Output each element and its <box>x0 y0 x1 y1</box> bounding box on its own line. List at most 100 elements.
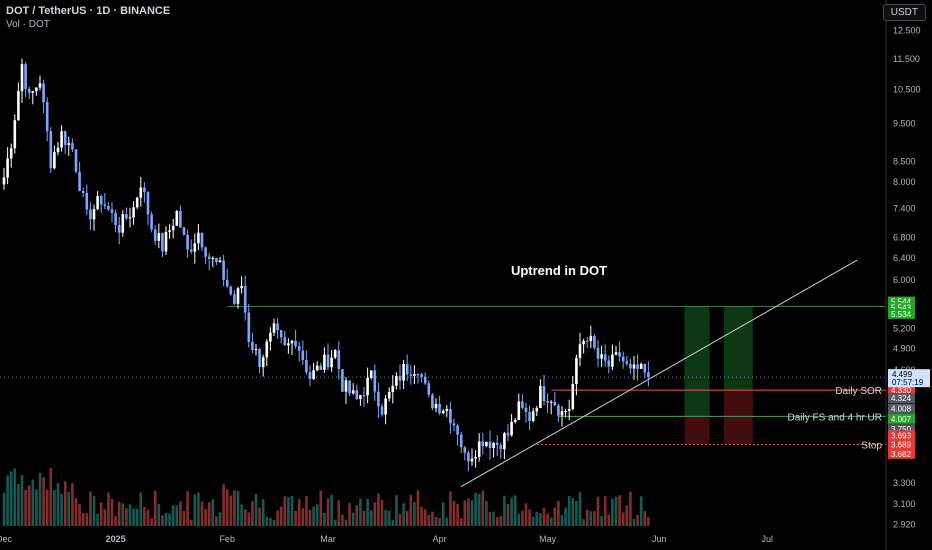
candle-body <box>63 131 67 146</box>
time-axis[interactable]: Dec 2025 Feb Mar Apr May Jun Jul <box>0 534 773 544</box>
volume-bar <box>107 492 110 526</box>
volume-bar <box>639 496 643 526</box>
price-tag-text: 3.750 <box>891 425 912 434</box>
volume-bar <box>186 491 189 526</box>
candle-body <box>571 384 575 410</box>
volume-bar <box>611 498 614 526</box>
candle-body <box>114 212 117 226</box>
volume-bar <box>510 498 513 526</box>
volume-bar <box>135 508 139 526</box>
candle-body <box>513 420 517 422</box>
candle-body <box>557 405 560 416</box>
candle-body <box>175 210 179 226</box>
candle-body <box>297 346 301 351</box>
volume-bar <box>222 484 225 526</box>
candle-body <box>578 344 582 358</box>
volume-bar <box>247 512 251 526</box>
volume-bar <box>524 503 528 526</box>
candle-body <box>395 376 398 386</box>
target-zone <box>684 306 710 417</box>
currency-button[interactable]: USDT <box>882 4 926 21</box>
price-tag-text: 4.007 <box>891 415 912 424</box>
candle-body <box>467 452 470 462</box>
candle-body <box>261 357 265 368</box>
volume-bar <box>71 483 74 526</box>
candle-body <box>521 401 524 408</box>
volume-bar <box>546 513 549 526</box>
candle-body <box>207 256 211 259</box>
candle-body <box>589 335 593 342</box>
volume-bar <box>621 512 625 526</box>
volume-bar <box>330 494 333 526</box>
volume-bar <box>74 498 78 526</box>
candle-body <box>171 225 175 231</box>
volume-bar <box>506 503 510 526</box>
volume-bar <box>485 500 488 526</box>
candle-body <box>567 409 571 411</box>
volume-bar <box>560 514 564 526</box>
candle-body <box>546 401 549 403</box>
candle-body <box>2 177 6 185</box>
candle-body <box>269 332 272 342</box>
candle-body <box>524 407 528 412</box>
price-tag <box>888 439 915 450</box>
volume-bar <box>445 517 449 526</box>
volume-bar <box>276 510 279 526</box>
price-tick-label: 5.200 <box>893 323 916 333</box>
volume-bar <box>481 490 485 526</box>
price-tag <box>888 308 915 319</box>
candle-body <box>639 363 643 369</box>
candle-body <box>200 232 204 248</box>
volume-bar <box>391 519 395 526</box>
candle-body <box>420 374 423 377</box>
volume-bar <box>557 500 560 526</box>
candle-body <box>312 370 315 379</box>
volume-bar <box>387 510 391 526</box>
time-tick-label: Mar <box>320 534 336 544</box>
candle-body <box>319 365 323 370</box>
candle-body <box>531 411 535 422</box>
price-tag-text: 3.682 <box>891 450 912 459</box>
candle-body <box>629 363 632 369</box>
candle-body <box>96 195 99 210</box>
candle-body <box>211 257 215 259</box>
volume-bar <box>384 509 387 526</box>
price-tag <box>888 413 915 424</box>
candle-body <box>121 214 125 233</box>
candle-body <box>117 225 121 233</box>
candle-body <box>481 441 485 447</box>
price-tag-text: 3.689 <box>891 440 912 449</box>
candle-body <box>35 87 38 92</box>
volume-bar <box>517 513 521 526</box>
candle-body <box>132 207 135 218</box>
price-tick-label: 7.400 <box>893 204 916 214</box>
price-tick-label: 9.500 <box>893 119 916 129</box>
price-tick-label: 6.800 <box>893 232 916 242</box>
candle-body <box>503 433 506 450</box>
candle-body <box>6 158 9 178</box>
time-tick-label: 2025 <box>106 534 126 544</box>
candle-body <box>197 232 200 244</box>
candle-body <box>391 385 395 392</box>
candle-body <box>560 411 564 416</box>
chart-title: Uptrend in DOT <box>511 263 607 278</box>
price-tick-label: 3.300 <box>893 478 916 488</box>
volume-bar <box>272 519 276 526</box>
time-tick-label: May <box>539 534 557 544</box>
volume-bar <box>632 518 636 526</box>
volume-bar <box>117 501 121 526</box>
volume-bar <box>431 511 434 526</box>
price-tick-label: 4.900 <box>893 344 916 354</box>
volume-bar <box>179 501 182 526</box>
volume-bar <box>193 494 197 526</box>
candle-body <box>38 83 42 88</box>
volume-bar <box>420 506 423 526</box>
candle-body <box>582 340 585 345</box>
time-tick-label: Feb <box>219 534 235 544</box>
volume-bar <box>474 492 477 526</box>
candle-body <box>564 410 567 412</box>
candle-body <box>60 131 63 148</box>
price-tag <box>888 385 915 396</box>
volume-bar <box>513 495 517 526</box>
